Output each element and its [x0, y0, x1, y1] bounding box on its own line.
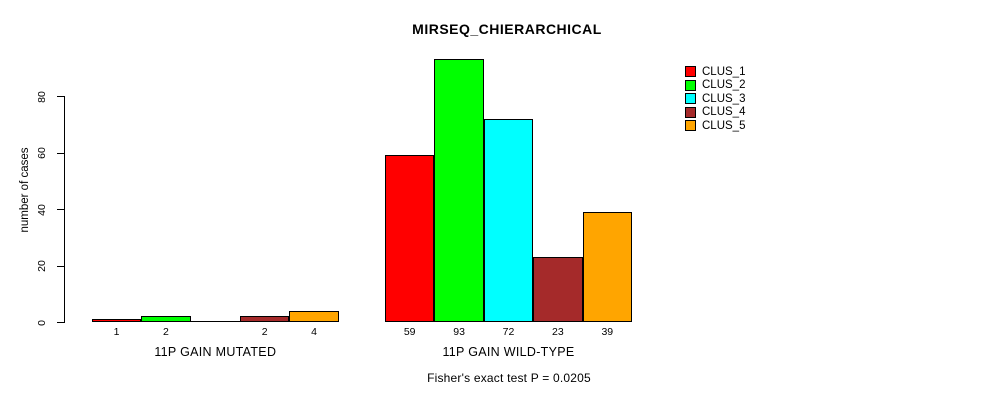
bar-clus_5-group2 [582, 211, 632, 322]
bar-clus_1-group1 [91, 319, 142, 322]
bar-value-label: 1 [113, 326, 120, 338]
y-axis-tick [57, 96, 64, 97]
legend-swatch-clus_4 [685, 106, 696, 118]
bar-clus_3-group2 [483, 118, 534, 322]
legend-label-clus_5: CLUS_5 [702, 119, 746, 132]
footer-note: Fisher's exact test P = 0.0205 [427, 371, 591, 385]
bar-clus_3-group1-zero [190, 321, 240, 322]
y-axis-tick-label: 20 [36, 260, 48, 272]
legend-label-clus_2: CLUS_2 [702, 79, 746, 91]
bar-value-label: 23 [552, 326, 564, 338]
bar-clus_2-group2 [434, 59, 484, 322]
bar-clus_4-group1 [240, 316, 290, 323]
y-axis-tick [57, 209, 64, 210]
y-axis-line [64, 96, 65, 323]
bar-value-label: 72 [502, 326, 515, 338]
bar-value-label: 93 [453, 326, 465, 338]
legend-label-clus_4: CLUS_4 [702, 106, 746, 118]
y-axis-tick-label: 60 [36, 147, 48, 159]
legend-swatch-clus_2 [685, 79, 696, 91]
legend-label-clus_1: CLUS_1 [702, 65, 746, 78]
x-group-label: 11P GAIN WILD-TYPE [442, 345, 575, 359]
y-axis-tick-label: 80 [36, 90, 48, 103]
legend-label-clus_3: CLUS_3 [702, 92, 746, 105]
bar-clus_1-group2 [385, 155, 435, 322]
y-axis-tick [57, 152, 64, 154]
legend-swatch-clus_3 [685, 93, 696, 104]
bar-value-label: 39 [601, 326, 614, 338]
y-axis-tick-label: 40 [36, 203, 48, 216]
bar-clus_2-group1 [141, 316, 191, 323]
x-group-label: 11P GAIN MUTATED [154, 345, 277, 359]
y-axis-tick [57, 265, 64, 267]
legend-swatch-clus_5 [685, 120, 696, 131]
bar-value-label: 4 [311, 326, 318, 338]
bar-value-label: 2 [261, 326, 268, 338]
bar-clus_4-group2 [533, 257, 583, 322]
bar-value-label: 59 [403, 326, 416, 338]
y-axis-tick-label: 0 [36, 319, 48, 326]
bar-clus_5-group1 [289, 310, 339, 322]
y-axis-tick [57, 322, 64, 323]
bar-value-label: 2 [162, 326, 169, 338]
legend-swatch-clus_1 [685, 66, 696, 77]
chart-title: MIRSEQ_CHIERARCHICAL [412, 21, 602, 37]
